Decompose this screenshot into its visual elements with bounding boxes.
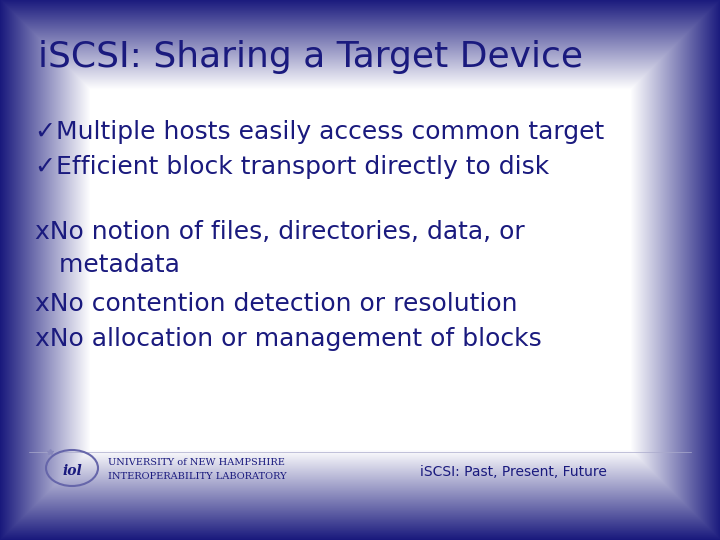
Text: INTEROPERABILITY LABORATORY: INTEROPERABILITY LABORATORY [108, 472, 287, 481]
Text: xNo contention detection or resolution: xNo contention detection or resolution [35, 292, 518, 316]
Text: iSCSI: Sharing a Target Device: iSCSI: Sharing a Target Device [38, 40, 583, 74]
Text: ✓Multiple hosts easily access common target: ✓Multiple hosts easily access common tar… [35, 120, 604, 144]
Text: metadata: metadata [35, 253, 180, 277]
Text: iol: iol [62, 464, 82, 478]
Text: ✓Efficient block transport directly to disk: ✓Efficient block transport directly to d… [35, 155, 549, 179]
Text: UNIVERSITY of NEW HAMPSHIRE: UNIVERSITY of NEW HAMPSHIRE [108, 458, 285, 467]
Text: iSCSI: Past, Present, Future: iSCSI: Past, Present, Future [420, 465, 607, 479]
Text: xNo notion of files, directories, data, or: xNo notion of files, directories, data, … [35, 220, 525, 244]
Text: xNo allocation or management of blocks: xNo allocation or management of blocks [35, 327, 541, 351]
